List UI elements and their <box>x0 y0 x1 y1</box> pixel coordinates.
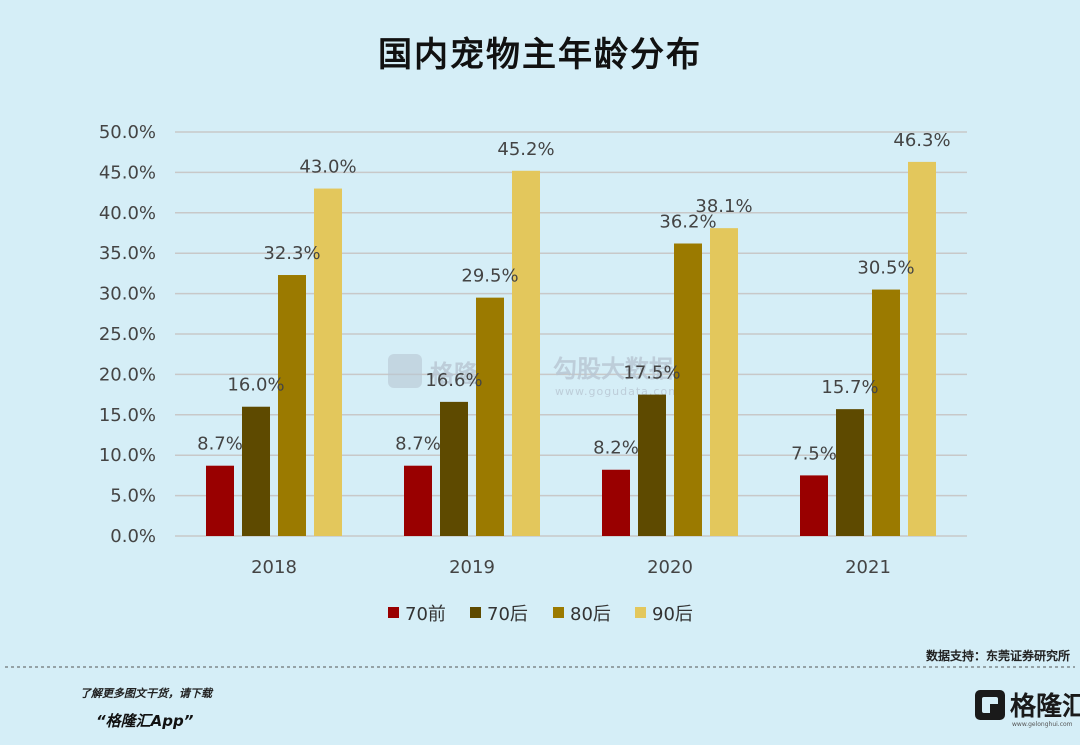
bar <box>242 406 270 536</box>
footer-app-name: “格隆汇App” <box>96 712 194 730</box>
legend-swatch <box>388 607 399 618</box>
data-label: 38.1% <box>695 196 752 217</box>
legend-label: 70前 <box>405 604 446 625</box>
bar <box>872 289 900 536</box>
legend-label: 80后 <box>570 604 611 625</box>
bar <box>512 170 540 536</box>
bar <box>602 469 630 536</box>
y-tick-label: 20.0% <box>99 364 156 385</box>
x-tick-label: 2018 <box>251 557 297 578</box>
y-tick-label: 0.0% <box>110 526 156 547</box>
y-tick-label: 45.0% <box>99 162 156 183</box>
y-tick-label: 5.0% <box>110 486 156 507</box>
data-label: 8.7% <box>395 434 441 455</box>
x-tick-label: 2021 <box>845 557 891 578</box>
y-tick-label: 40.0% <box>99 203 156 224</box>
y-tick-label: 50.0% <box>99 122 156 143</box>
bar <box>674 243 702 536</box>
bar <box>314 188 342 536</box>
data-label: 45.2% <box>497 139 554 160</box>
footer-note: 了解更多图文干货，请下载 <box>80 687 214 700</box>
y-tick-label: 10.0% <box>99 445 156 466</box>
watermark-right-text: 勾股大数据 <box>553 355 673 383</box>
data-label: 32.3% <box>263 243 320 264</box>
bar <box>206 465 234 536</box>
bar <box>638 394 666 536</box>
data-label: 15.7% <box>821 377 878 398</box>
brand-name: 格隆汇 <box>1010 691 1080 722</box>
brand-logo: 格隆汇 www.gelonghui.com <box>975 690 1080 728</box>
x-tick-label: 2020 <box>647 557 693 578</box>
chart-title: 国内宠物主年龄分布 <box>378 35 702 75</box>
x-axis-ticks: 2018 2019 2020 2021 <box>251 557 891 578</box>
data-label: 8.7% <box>197 434 243 455</box>
legend-swatch <box>553 607 564 618</box>
data-label: 16.0% <box>227 375 284 396</box>
bar <box>476 297 504 536</box>
bar <box>908 161 936 536</box>
bar <box>800 475 828 536</box>
legend-swatch <box>635 607 646 618</box>
bar <box>710 228 738 537</box>
data-label: 43.0% <box>299 157 356 178</box>
bar <box>836 409 864 536</box>
y-tick-label: 35.0% <box>99 243 156 264</box>
y-axis-ticks: 0.0% 5.0% 10.0% 15.0% 20.0% 25.0% 30.0% 35.0% 40… <box>99 122 156 547</box>
y-tick-label: 25.0% <box>99 324 156 345</box>
data-label: 8.2% <box>593 438 639 459</box>
bar <box>440 401 468 536</box>
legend-label: 70后 <box>487 604 528 625</box>
bars-layer <box>206 161 936 537</box>
watermark: 格隆汇 勾股大数据 www.gogudata.com <box>388 350 679 398</box>
data-label: 30.5% <box>857 258 914 279</box>
source-text: 数据支持：东莞证券研究所 <box>926 648 1070 663</box>
legend-label: 90后 <box>652 604 693 625</box>
y-tick-label: 30.0% <box>99 284 156 305</box>
watermark-logo-icon <box>388 354 422 388</box>
brand-url: www.gelonghui.com <box>1012 721 1073 728</box>
data-labels-layer: 8.7% 16.0% 32.3% 43.0% 8.7% 16.6% 29.5% 45.2% 8.… <box>197 130 950 465</box>
bar <box>278 275 306 536</box>
legend-swatch <box>470 607 481 618</box>
data-label: 29.5% <box>461 266 518 287</box>
bar <box>404 465 432 536</box>
data-label: 7.5% <box>791 443 837 464</box>
y-tick-label: 15.0% <box>99 405 156 426</box>
data-label: 16.6% <box>425 370 482 391</box>
data-label: 17.5% <box>623 363 680 384</box>
data-label: 36.2% <box>659 212 716 233</box>
legend: 70前 70后 80后 90后 <box>388 604 693 625</box>
data-label: 46.3% <box>893 130 950 151</box>
x-tick-label: 2019 <box>449 557 495 578</box>
grid-lines <box>175 131 967 537</box>
